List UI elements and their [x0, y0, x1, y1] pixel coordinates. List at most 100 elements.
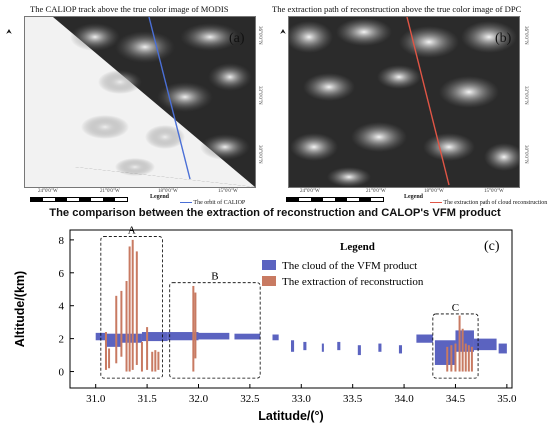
reconstruction-bar [125, 281, 128, 372]
x-tick-label: 33.5 [343, 393, 363, 405]
vfm-cloud-segment [434, 340, 456, 365]
panel-a-map: (a) [24, 16, 256, 188]
region-box [100, 236, 163, 379]
panel-b-map: (b) [288, 16, 520, 188]
reconstruction-bar [464, 343, 467, 372]
x-axis-label: Latitude/(°) [258, 409, 323, 423]
x-tick-label: 31.0 [86, 393, 106, 405]
panel-a-lon-tick: 24°0'0"W [38, 189, 58, 194]
reconstruction-bar [135, 251, 138, 365]
panel-b-letter: (b) [495, 31, 512, 46]
legend-line-icon [430, 202, 442, 204]
reconstruction-bar [450, 345, 453, 372]
reconstruction-bar [157, 351, 160, 370]
panel-a-imagery [25, 17, 255, 187]
panel-a-lat-tick: 33°0'0"N [257, 86, 262, 105]
y-tick-label: 0 [59, 367, 65, 379]
reconstruction-bar [115, 295, 118, 364]
panel-b-lon-tick: 18°0'0"W [424, 189, 444, 194]
region-label: C [452, 302, 459, 314]
caliop-orbit-line [148, 17, 191, 180]
reconstruction-bar [194, 292, 197, 359]
vfm-cloud-segment [473, 338, 497, 351]
reconstruction-bar [467, 345, 470, 372]
vfm-cloud-segment [95, 332, 106, 341]
region-label: B [211, 271, 218, 283]
y-tick-label: 4 [59, 301, 65, 313]
north-arrow-icon: ⮝ [6, 28, 12, 36]
panel-a-lon-tick: 18°0'0"W [158, 189, 178, 194]
y-axis-label: Altitude/(km) [13, 271, 27, 347]
vfm-cloud-segment [198, 332, 230, 340]
panel-b-legend-label: The extraction path of cloud reconstruct… [443, 200, 548, 206]
vfm-cloud-segment [105, 333, 122, 347]
x-tick-label: 35.0 [497, 393, 517, 405]
x-tick-label: 34.0 [394, 393, 414, 405]
panel-b-lon-tick: 15°0'0"W [484, 189, 504, 194]
panel-a-legend-title: Legend [150, 194, 170, 200]
panel-b-legend-item: The extraction path of cloud reconstruct… [430, 200, 547, 206]
panel-a-scalebar [30, 197, 128, 202]
panel-a-lon-tick: 21°0'0"W [100, 189, 120, 194]
north-arrow-icon: ⮝ [280, 28, 286, 36]
reconstruction-bar [140, 341, 143, 372]
panel-b-title: The extraction path of reconstruction ab… [272, 4, 522, 14]
panel-a-legend-label: The orbit of CALIOP [193, 200, 246, 206]
panel-a-title: The CALIOP track above the true color im… [30, 4, 229, 14]
reconstruction-bar [128, 246, 131, 372]
vfm-cloud-segment [378, 343, 382, 352]
vfm-cloud-segment [416, 334, 433, 343]
y-tick-label: 2 [59, 334, 65, 346]
reconstruction-bar [131, 239, 134, 370]
vfm-cloud-segment [141, 332, 168, 342]
reconstruction-bar [108, 348, 111, 369]
reconstruction-bar [146, 327, 149, 370]
panel-b-lat-tick: 30°0'0"N [523, 145, 528, 164]
vfm-cloud-segment [272, 334, 279, 341]
vfm-cloud-segment [303, 341, 307, 351]
y-tick-label: 8 [59, 235, 65, 247]
panel-a-lat-tick: 36°0'0"N [257, 26, 262, 45]
panel-b-legend-title: Legend [404, 194, 424, 200]
panel-b-imagery [289, 17, 519, 187]
panel-b-scalebar [286, 197, 384, 202]
x-tick-label: 31.5 [137, 393, 157, 405]
region-label: A [128, 225, 136, 237]
x-tick-label: 34.5 [446, 393, 466, 405]
panel-a-lat-tick: 30°0'0"N [257, 145, 262, 164]
vfm-cloud-segment [321, 343, 324, 352]
comparison-chart: A B C 31.0 31.5 32.0 32.5 33.0 33.5 34.0 34.5 35.0 0… [13, 225, 517, 423]
vfm-cloud-segment [234, 333, 261, 340]
panel-b-lon-tick: 21°0'0"W [366, 189, 386, 194]
reconstruction-bar [454, 343, 457, 372]
legend-swatch [262, 276, 276, 286]
legend-line-icon [180, 202, 192, 204]
reconstruction-bar [461, 328, 464, 372]
vfm-cloud-segment [291, 340, 295, 352]
region-box [432, 313, 479, 379]
x-tick-label: 32.0 [189, 393, 209, 405]
reconstruction-bar [446, 346, 449, 372]
reconstruction-bar [104, 332, 107, 370]
vfm-cloud-segment [121, 333, 142, 343]
y-tick-label: 6 [59, 268, 65, 280]
panel-b-lat-tick: 36°0'0"N [523, 26, 528, 45]
panel-b-lat-tick: 33°0'0"N [523, 86, 528, 105]
panel-a-lon-tick: 15°0'0"W [218, 189, 238, 194]
legend-label: The cloud of the VFM product [282, 260, 417, 272]
figure-title: The comparison between the extraction of… [49, 207, 501, 219]
vfm-cloud-segment [167, 332, 199, 341]
chart-legend-title: Legend [340, 241, 375, 253]
legend-label: The extraction of reconstruction [282, 276, 424, 288]
vfm-cloud-segment [357, 345, 361, 356]
panel-a-legend-item: The orbit of CALIOP [180, 200, 245, 206]
vfm-cloud-segment [398, 345, 403, 354]
legend-swatch [262, 260, 276, 270]
vfm-cloud-segment [337, 341, 341, 351]
reconstruction-bar [192, 285, 195, 372]
reconstruction-path-line [406, 17, 450, 186]
reconstruction-bar [470, 346, 473, 372]
vfm-cloud-segment [498, 343, 507, 354]
panel-a-letter: (a) [229, 31, 245, 46]
reconstruction-bar [120, 290, 123, 357]
